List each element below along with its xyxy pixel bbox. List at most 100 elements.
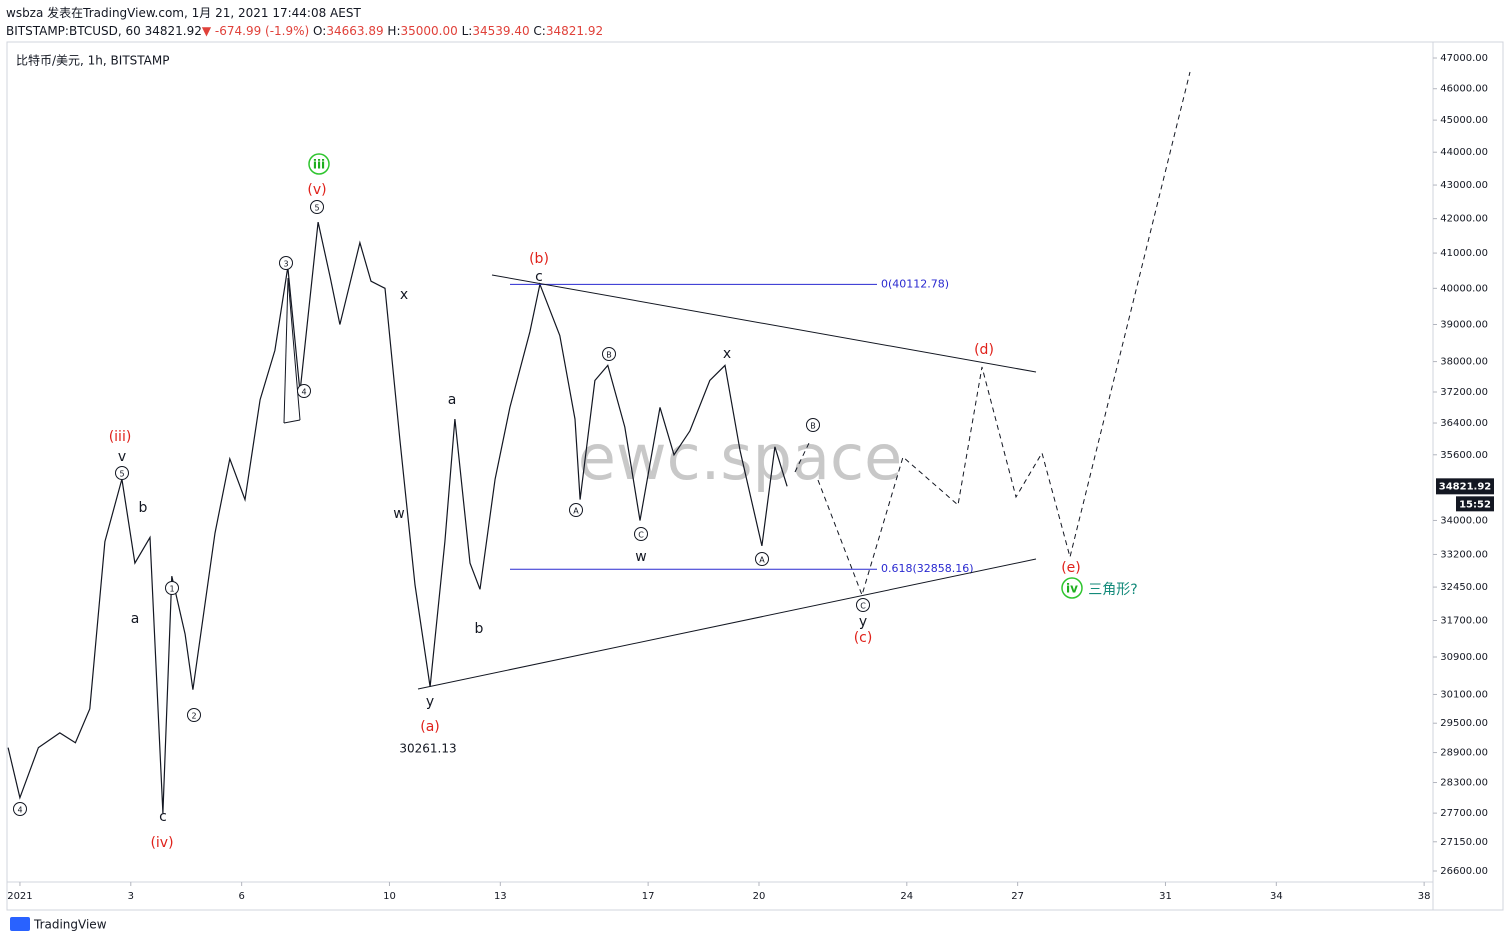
y-tick-label: 31700.00 [1440, 615, 1488, 626]
x-tick-label: 31 [1159, 891, 1172, 902]
y-tick-label: 38000.00 [1440, 357, 1488, 368]
y-tick-label: 45000.00 [1440, 115, 1488, 126]
fib-label: 0.618(32858.16) [881, 562, 974, 575]
wave-label: 4 [17, 806, 22, 815]
countdown-label: 15:52 [1459, 499, 1491, 510]
wave-label: 5 [314, 204, 319, 213]
ohlc-l: L: [461, 24, 473, 38]
wave-label: C [860, 602, 866, 611]
wave-label: c [535, 269, 543, 285]
y-tick-label: 44000.00 [1440, 147, 1488, 158]
wave-circle [13, 802, 27, 816]
price-tag [1436, 478, 1494, 495]
wave-circle [755, 552, 769, 566]
countdown-tag [1456, 496, 1494, 512]
wave-label: (iii) [109, 429, 132, 445]
ohlc-o: O: [313, 24, 327, 38]
wave-label: C [638, 531, 644, 540]
y-tick-label: 27700.00 [1440, 808, 1488, 819]
trendline [283, 419, 301, 424]
frame [6, 41, 1504, 911]
symbol: BITSTAMP:BTCUSD, 60 [6, 24, 141, 38]
change: -674.99 (-1.9%) [214, 24, 310, 38]
wave-label: 3 [283, 260, 288, 269]
wave-circle [634, 527, 648, 541]
wave-label: (c) [854, 630, 873, 646]
wave-circle [165, 581, 179, 595]
y-tick-label: 37200.00 [1440, 387, 1488, 398]
wave-label: a [448, 392, 457, 408]
y-tick-label: 26600.00 [1440, 866, 1488, 877]
x-tick-label: 17 [642, 891, 655, 902]
logo [10, 917, 30, 931]
ohlc-l-val: 34539.40 [472, 24, 530, 38]
trendline [417, 558, 1037, 690]
wave-label: (a) [420, 719, 440, 735]
footer: TradingView [33, 918, 107, 932]
y-tick-label: 34000.00 [1440, 515, 1488, 526]
y-tick-label: 33200.00 [1440, 549, 1488, 560]
wave-label: B [606, 351, 612, 360]
x-tick-label: 27 [1011, 891, 1024, 902]
y-tick-label: 46000.00 [1440, 84, 1488, 95]
wave-circle [279, 256, 293, 270]
wave-label: v [118, 449, 126, 465]
y-tick-label: 35600.00 [1440, 450, 1488, 461]
x-tick-label: 13 [494, 891, 507, 902]
wave-label: y [426, 694, 434, 710]
x-tick-label: 2021 [7, 891, 32, 902]
wave-label: A [759, 556, 765, 565]
wave-circle [856, 598, 870, 612]
x-tick-label: 10 [383, 891, 396, 902]
ohlc-h: H: [387, 24, 401, 38]
ohlc-o-val: 34663.89 [326, 24, 384, 38]
wave-label: 1 [169, 585, 174, 594]
ohlc-h-val: 35000.00 [400, 24, 458, 38]
wave-label: b [475, 621, 484, 637]
x-tick-label: 38 [1418, 891, 1431, 902]
wave-label: 三角形? [1088, 582, 1137, 598]
y-tick-label: 40000.00 [1440, 283, 1488, 294]
last: 34821.92 [144, 24, 202, 38]
wave-circle [310, 200, 324, 214]
wave-circle [806, 418, 820, 432]
y-tick-label: 30900.00 [1440, 652, 1488, 663]
wave-label: (b) [529, 251, 549, 267]
y-tick-label: 47000.00 [1440, 53, 1488, 64]
wave-circle [308, 153, 330, 175]
wave-label: x [723, 346, 731, 362]
wave-circle [187, 708, 201, 722]
wave-label: iii [313, 158, 325, 172]
wave-label: w [393, 506, 404, 522]
wave-label: (v) [307, 182, 326, 198]
symbol-line: BITSTAMP:BTCUSD, 60 34821.92▼ -674.99 (-… [6, 22, 603, 40]
x-tick-label: 20 [753, 891, 766, 902]
wave-circle [115, 466, 129, 480]
y-tick-label: 32450.00 [1440, 582, 1488, 593]
projection [794, 440, 811, 473]
watermark: ewc.space [578, 421, 903, 494]
price-line [7, 221, 788, 814]
y-tick-label: 42000.00 [1440, 214, 1488, 225]
x-tick-label: 34 [1270, 891, 1283, 902]
wave-circle [297, 384, 311, 398]
trendline [287, 277, 301, 421]
wave-circle [1061, 577, 1083, 599]
header: wsbza 发表在TradingView.com, 1月 21, 2021 17… [6, 4, 603, 40]
trendline [491, 274, 1037, 373]
y-tick-label: 43000.00 [1440, 180, 1488, 191]
wave-label: c [159, 809, 167, 825]
wave-circle [569, 503, 583, 517]
wave-label: y [859, 614, 867, 630]
y-tick-label: 39000.00 [1440, 319, 1488, 330]
trendline [283, 277, 289, 424]
wave-label: (d) [974, 342, 994, 358]
y-tick-label: 27150.00 [1440, 837, 1488, 848]
author-line: wsbza 发表在TradingView.com, 1月 21, 2021 17… [6, 6, 361, 20]
wave-label: A [573, 507, 579, 516]
y-tick-label: 36400.00 [1440, 418, 1488, 429]
wave-label: B [810, 422, 816, 431]
x-tick-label: 6 [238, 891, 244, 902]
